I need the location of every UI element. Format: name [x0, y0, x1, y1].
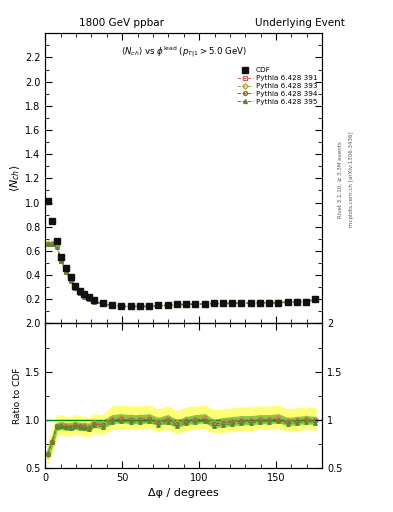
- Text: Underlying Event: Underlying Event: [255, 18, 345, 28]
- Y-axis label: $\langle N_{ch} \rangle$: $\langle N_{ch} \rangle$: [9, 164, 22, 192]
- X-axis label: Δφ / degrees: Δφ / degrees: [148, 487, 219, 498]
- Text: 1800 GeV ppbar: 1800 GeV ppbar: [79, 18, 163, 28]
- Legend: CDF, Pythia 6.428 391, Pythia 6.428 393, Pythia 6.428 394, Pythia 6.428 395: CDF, Pythia 6.428 391, Pythia 6.428 393,…: [235, 66, 319, 106]
- Text: mcplots.cern.ch [arXiv:1306.3436]: mcplots.cern.ch [arXiv:1306.3436]: [349, 132, 354, 227]
- Y-axis label: Ratio to CDF: Ratio to CDF: [13, 368, 22, 424]
- Text: $\langle N_{ch}\rangle$ vs $\phi^{\rm lead}$ ($p_{T|1} > 5.0$ GeV): $\langle N_{ch}\rangle$ vs $\phi^{\rm le…: [121, 45, 247, 60]
- Text: Rivet 3.1.10, ≥ 3.3M events: Rivet 3.1.10, ≥ 3.3M events: [338, 141, 342, 218]
